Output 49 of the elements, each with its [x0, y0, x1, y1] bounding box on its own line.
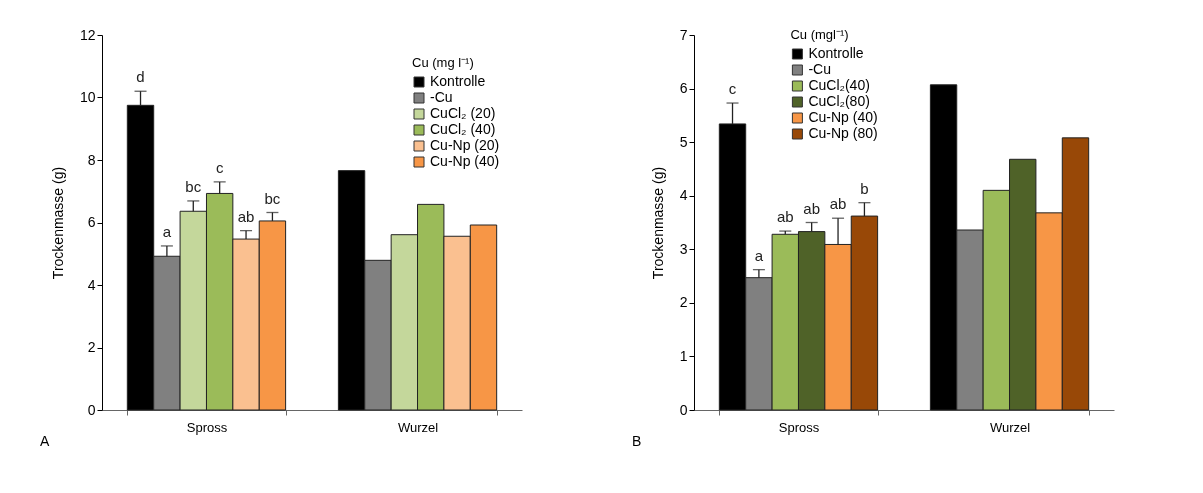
y-tick-label: 5	[679, 133, 688, 150]
y-tick-label: 1	[679, 347, 688, 364]
x-tick-label: Spross	[186, 419, 228, 435]
y-tick-label: 0	[87, 401, 96, 418]
legend-label: CuCl₂ (20)	[430, 105, 496, 121]
data-label: ab	[829, 195, 847, 213]
data-label: c	[728, 80, 737, 98]
legend-label: Kontrolle	[808, 45, 864, 61]
legend-label: Cu-Np (20)	[430, 137, 500, 153]
y-tick-label: 12	[79, 26, 96, 43]
x-tick-label: Wurzel	[989, 419, 1031, 435]
data-label: bc	[264, 189, 281, 207]
legend-title: Cu (mgl⁻¹)	[790, 27, 849, 42]
y-axis-title: Trockenmasse (g)	[49, 166, 66, 280]
legend-label: CuCl₂(40)	[808, 77, 870, 93]
legend-label: CuCl₂ (40)	[430, 121, 496, 137]
data-label: ab	[237, 207, 255, 225]
data-label: a	[754, 246, 764, 264]
y-tick-label: 10	[79, 89, 96, 105]
y-axis-title: Trockenmasse (g)	[649, 166, 666, 280]
text: B	[632, 433, 642, 449]
text: A	[40, 433, 50, 449]
data-label: c	[215, 158, 224, 176]
y-tick-label: 6	[679, 80, 688, 97]
legend-label: Cu-Np (40)	[430, 153, 500, 169]
x-tick-label: Spross	[778, 419, 820, 435]
data-label: ab	[776, 208, 794, 226]
y-tick-label: 2	[679, 294, 688, 311]
y-tick-label: 8	[87, 151, 96, 168]
legend-label: Cu-Np (40)	[808, 109, 878, 125]
y-tick-label: 4	[679, 187, 688, 204]
y-tick-label: 7	[679, 26, 688, 43]
data-label: d	[136, 68, 145, 86]
legend-label: Cu-Np (80)	[808, 125, 878, 141]
legend-title: Cu (mg l⁻¹)	[412, 55, 474, 70]
legend-label: CuCl₂(80)	[808, 93, 870, 109]
y-tick-label: 2	[87, 339, 96, 355]
y-tick-label: 6	[87, 214, 96, 230]
legend-label: Kontrolle	[430, 73, 486, 89]
y-tick-label: 3	[679, 240, 688, 257]
data-label: bc	[185, 177, 202, 195]
data-label: ab	[803, 199, 821, 217]
legend-label: -Cu	[430, 89, 453, 105]
legend-label: -Cu	[808, 61, 831, 77]
data-label: a	[162, 222, 172, 240]
data-label: b	[860, 179, 869, 197]
y-tick-label: 4	[87, 276, 96, 293]
y-tick-label: 0	[679, 401, 688, 418]
x-tick-label: Wurzel	[397, 419, 439, 435]
